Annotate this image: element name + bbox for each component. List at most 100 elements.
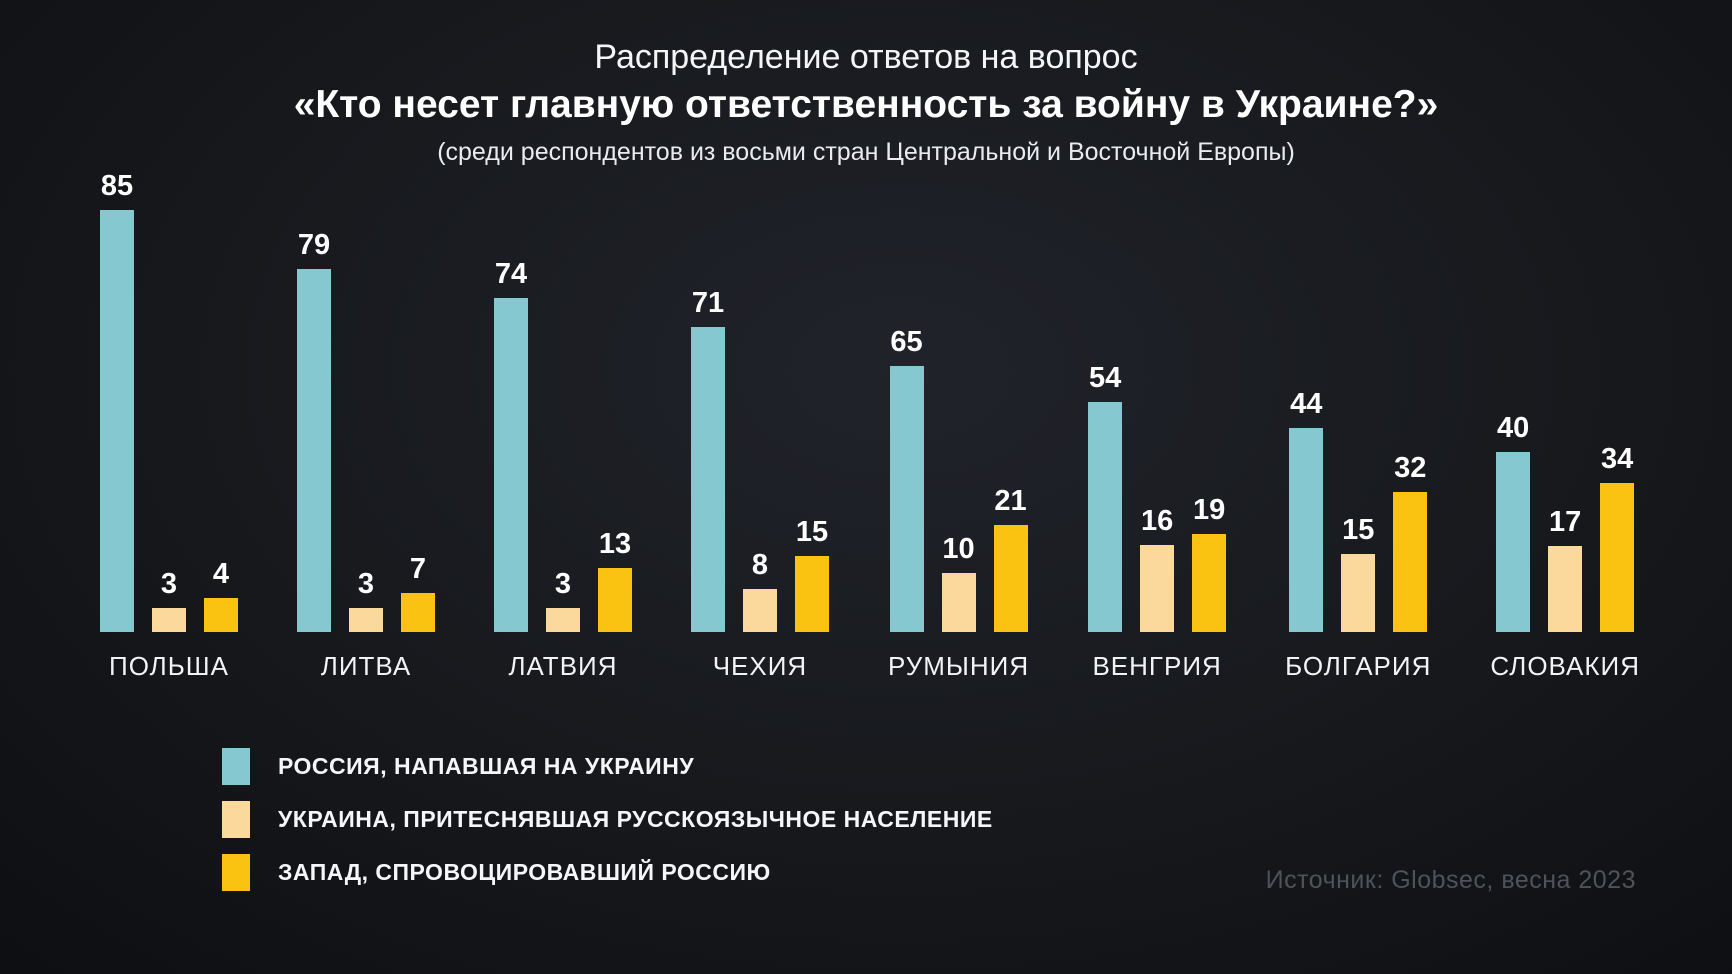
bar-column-west: 15 [794, 516, 829, 633]
bar-ukraine [1140, 545, 1175, 633]
bar-value-label: 21 [994, 485, 1027, 518]
bar-column-russia: 54 [1088, 362, 1123, 633]
bar-column-ukraine: 16 [1140, 505, 1175, 633]
bar-ukraine [742, 589, 777, 633]
bar-value-label: 19 [1192, 494, 1226, 527]
bar-west [597, 568, 632, 633]
legend-row-west: ЗАПАД, СПРОВОЦИРОВАВШИЙ РОССИЮ [222, 854, 993, 891]
legend-label-west: ЗАПАД, СПРОВОЦИРОВАВШИЙ РОССИЮ [278, 859, 771, 885]
bar-group: 74 3 13 ЛАТВИЯ [493, 172, 632, 682]
bar-value-label: 10 [942, 533, 975, 566]
bar-russia [1088, 402, 1123, 633]
bar-value-label: 71 [691, 287, 725, 320]
bar-cluster: 54 16 19 [1088, 172, 1227, 633]
category-label: ПОЛЬША [109, 651, 229, 682]
category-label: ЧЕХИЯ [712, 651, 808, 682]
bar-russia [690, 327, 725, 633]
bar-value-label: 54 [1088, 362, 1122, 395]
legend-swatch-russia [222, 748, 250, 785]
bar-west [400, 593, 435, 633]
bar-column-russia: 85 [100, 170, 134, 633]
legend: РОССИЯ, НАПАВШАЯ НА УКРАИНУ УКРАИНА, ПРИ… [222, 748, 993, 907]
bar-group: 44 15 32 БОЛГАРИЯ [1285, 172, 1431, 682]
bar-value-label: 4 [212, 558, 230, 591]
bar-column-ukraine: 17 [1548, 506, 1583, 633]
bar-west [993, 525, 1028, 633]
bar-value-label: 8 [751, 549, 769, 582]
bar-column-russia: 65 [889, 326, 924, 633]
bar-value-label: 15 [795, 516, 829, 549]
bar-value-label: 13 [598, 528, 632, 561]
bar-group: 85 3 4 ПОЛЬША [100, 170, 238, 682]
legend-row-ukraine: УКРАИНА, ПРИТЕСНЯВШАЯ РУССКОЯЗЫЧНОЕ НАСЕ… [222, 801, 993, 838]
bar-ukraine [152, 608, 186, 633]
bar-value-label: 16 [1140, 505, 1174, 538]
legend-swatch-west [222, 854, 250, 891]
bar-ukraine [941, 573, 976, 633]
bar-russia [1289, 428, 1324, 633]
bar-column-west: 32 [1393, 452, 1428, 633]
bar-column-russia: 44 [1289, 388, 1324, 633]
bar-column-west: 4 [204, 558, 238, 633]
bar-group: 40 17 34 СЛОВАКИЯ [1490, 172, 1640, 682]
chart-title-line1: Распределение ответов на вопрос [594, 38, 1138, 76]
bar-cluster: 85 3 4 [100, 170, 238, 633]
bar-west [204, 598, 238, 633]
bar-cluster: 74 3 13 [493, 172, 632, 633]
bar-value-label: 7 [409, 553, 427, 586]
bar-cluster: 65 10 21 [889, 172, 1028, 633]
category-label: БОЛГАРИЯ [1285, 651, 1432, 682]
bar-column-russia: 40 [1496, 412, 1531, 633]
category-label: РУМЫНИЯ [887, 651, 1030, 682]
bar-west [1600, 483, 1635, 633]
plot: 85 3 4 ПОЛЬША 79 3 7 ЛИТВА 74 3 13 ЛАТВИЯ 71 8 15 ЧЕХИЯ… [0, 167, 1732, 682]
bar-value-label: 17 [1549, 506, 1582, 539]
bar-cluster: 79 3 7 [296, 172, 435, 633]
bar-russia [296, 269, 331, 633]
bar-value-label: 79 [297, 229, 331, 262]
bar-value-label: 3 [554, 568, 572, 601]
bar-west [794, 556, 829, 633]
legend-swatch-ukraine [222, 801, 250, 838]
bar-group: 71 8 15 ЧЕХИЯ [690, 172, 829, 682]
bar-column-ukraine: 3 [152, 568, 186, 633]
category-label: СЛОВАКИЯ [1490, 651, 1640, 682]
bar-cluster: 40 17 34 [1496, 172, 1635, 633]
bar-value-label: 3 [357, 568, 375, 601]
bar-ukraine [1341, 554, 1376, 633]
bar-value-label: 15 [1342, 514, 1375, 547]
bar-column-west: 13 [597, 528, 632, 633]
bar-column-ukraine: 3 [348, 568, 383, 633]
bar-russia [493, 298, 528, 633]
category-label: ВЕНГРИЯ [1092, 651, 1222, 682]
bar-russia [1496, 452, 1531, 633]
bar-cluster: 44 15 32 [1289, 172, 1428, 633]
bar-value-label: 3 [160, 568, 178, 601]
bar-column-ukraine: 3 [545, 568, 580, 633]
bar-value-label: 34 [1601, 443, 1634, 476]
bar-column-ukraine: 10 [941, 533, 976, 633]
bar-column-russia: 71 [690, 287, 725, 633]
bar-ukraine [1548, 546, 1583, 633]
bar-cluster: 71 8 15 [690, 172, 829, 633]
bar-value-label: 65 [890, 326, 923, 359]
bar-column-west: 21 [993, 485, 1028, 633]
bar-west [1393, 492, 1428, 633]
chart-subtitle: (среди респондентов из восьми стран Цент… [437, 138, 1295, 167]
legend-label-ukraine: УКРАИНА, ПРИТЕСНЯВШАЯ РУССКОЯЗЫЧНОЕ НАСЕ… [278, 806, 993, 832]
chart-title-line2: «Кто несет главную ответственность за во… [293, 82, 1439, 126]
category-label: ЛИТВА [320, 651, 412, 682]
bar-value-label: 74 [494, 258, 528, 291]
bar-value-label: 85 [100, 170, 134, 203]
bar-column-russia: 74 [493, 258, 528, 633]
legend-row-russia: РОССИЯ, НАПАВШАЯ НА УКРАИНУ [222, 748, 993, 785]
bar-column-ukraine: 8 [742, 549, 777, 633]
bar-group: 65 10 21 РУМЫНИЯ [888, 172, 1029, 682]
bar-column-west: 19 [1192, 494, 1227, 633]
bar-column-russia: 79 [296, 229, 331, 633]
source-credit: Источник: Globsec, весна 2023 [1265, 866, 1636, 894]
bar-ukraine [348, 608, 383, 633]
bar-column-west: 34 [1600, 443, 1635, 633]
bar-value-label: 40 [1497, 412, 1530, 445]
